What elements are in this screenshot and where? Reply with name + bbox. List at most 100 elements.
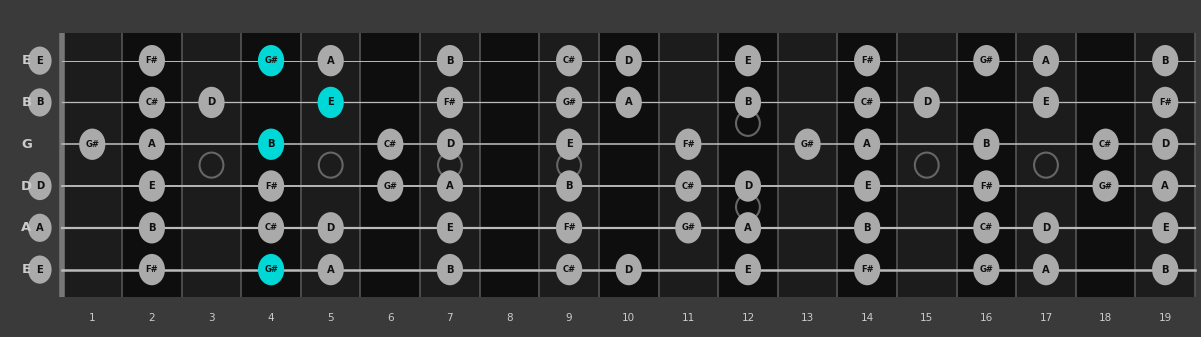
Bar xyxy=(301,33,360,297)
Text: 6: 6 xyxy=(387,313,394,324)
Text: G#: G# xyxy=(980,56,993,65)
Text: C#: C# xyxy=(682,182,695,190)
Text: A: A xyxy=(22,221,31,234)
Ellipse shape xyxy=(317,45,343,76)
Text: D: D xyxy=(1041,223,1050,233)
Ellipse shape xyxy=(735,212,761,243)
Bar xyxy=(241,33,301,297)
Text: A: A xyxy=(446,181,454,191)
Text: C#: C# xyxy=(980,223,993,232)
Text: 3: 3 xyxy=(208,313,215,324)
Text: F#: F# xyxy=(861,56,873,65)
Text: G#: G# xyxy=(85,140,100,149)
Bar xyxy=(718,33,778,297)
Bar xyxy=(1016,33,1076,297)
Text: F#: F# xyxy=(563,223,575,232)
Ellipse shape xyxy=(139,212,165,243)
Ellipse shape xyxy=(616,45,641,76)
Ellipse shape xyxy=(854,87,880,118)
Ellipse shape xyxy=(1152,87,1178,118)
Bar xyxy=(1135,33,1195,297)
Text: B: B xyxy=(982,139,990,149)
Text: 4: 4 xyxy=(268,313,274,324)
Text: D: D xyxy=(625,56,633,66)
Ellipse shape xyxy=(377,128,404,160)
Ellipse shape xyxy=(675,170,701,202)
Ellipse shape xyxy=(735,170,761,202)
Text: A: A xyxy=(327,265,335,275)
Bar xyxy=(479,33,539,297)
Text: D: D xyxy=(20,180,32,192)
Text: G: G xyxy=(20,138,32,151)
Text: G#: G# xyxy=(383,182,398,190)
Text: E: E xyxy=(745,56,752,66)
Text: D: D xyxy=(36,181,44,191)
Ellipse shape xyxy=(28,47,52,75)
Text: D: D xyxy=(208,97,216,108)
Ellipse shape xyxy=(854,45,880,76)
Text: E: E xyxy=(149,181,155,191)
Ellipse shape xyxy=(1152,45,1178,76)
Ellipse shape xyxy=(1033,45,1059,76)
Bar xyxy=(420,33,479,297)
Ellipse shape xyxy=(437,254,464,285)
Ellipse shape xyxy=(556,254,582,285)
Text: D: D xyxy=(743,181,752,191)
Ellipse shape xyxy=(556,170,582,202)
Ellipse shape xyxy=(735,45,761,76)
Bar xyxy=(658,33,718,297)
Text: C#: C# xyxy=(562,56,575,65)
Text: B: B xyxy=(36,97,43,108)
Ellipse shape xyxy=(1033,254,1059,285)
Bar xyxy=(956,33,1016,297)
Bar xyxy=(360,33,420,297)
Text: F#: F# xyxy=(861,265,873,274)
Ellipse shape xyxy=(317,254,343,285)
Bar xyxy=(1076,33,1135,297)
Text: D: D xyxy=(922,97,931,108)
Text: C#: C# xyxy=(861,98,873,107)
Text: A: A xyxy=(1042,265,1050,275)
Ellipse shape xyxy=(258,45,285,76)
Bar xyxy=(62,33,123,297)
Text: E: E xyxy=(328,97,334,108)
Text: A: A xyxy=(1042,56,1050,66)
Text: D: D xyxy=(327,223,335,233)
Text: C#: C# xyxy=(1099,140,1112,149)
Text: B: B xyxy=(1161,265,1169,275)
Text: B: B xyxy=(268,139,275,149)
Ellipse shape xyxy=(139,254,165,285)
Text: A: A xyxy=(148,139,156,149)
Ellipse shape xyxy=(854,128,880,160)
Text: F#: F# xyxy=(443,98,456,107)
Text: D: D xyxy=(1161,139,1170,149)
Bar xyxy=(62,33,1195,297)
Ellipse shape xyxy=(973,254,999,285)
Ellipse shape xyxy=(914,87,940,118)
Text: A: A xyxy=(327,56,335,66)
Text: E: E xyxy=(566,139,573,149)
Ellipse shape xyxy=(28,255,52,284)
Text: A: A xyxy=(1161,181,1169,191)
Ellipse shape xyxy=(377,170,404,202)
Text: G#: G# xyxy=(801,140,814,149)
Text: G#: G# xyxy=(562,98,576,107)
Ellipse shape xyxy=(258,128,285,160)
Text: F#: F# xyxy=(980,182,993,190)
Text: D: D xyxy=(625,265,633,275)
Bar xyxy=(181,33,241,297)
Ellipse shape xyxy=(317,212,343,243)
Text: C#: C# xyxy=(264,223,277,232)
Ellipse shape xyxy=(1093,170,1118,202)
Ellipse shape xyxy=(28,172,52,200)
Text: 9: 9 xyxy=(566,313,573,324)
Text: E: E xyxy=(864,181,871,191)
Ellipse shape xyxy=(437,128,464,160)
Text: D: D xyxy=(446,139,454,149)
Ellipse shape xyxy=(735,254,761,285)
Ellipse shape xyxy=(1152,170,1178,202)
Text: G#: G# xyxy=(980,265,993,274)
Text: E: E xyxy=(22,263,31,276)
Text: F#: F# xyxy=(145,265,159,274)
Ellipse shape xyxy=(198,87,225,118)
